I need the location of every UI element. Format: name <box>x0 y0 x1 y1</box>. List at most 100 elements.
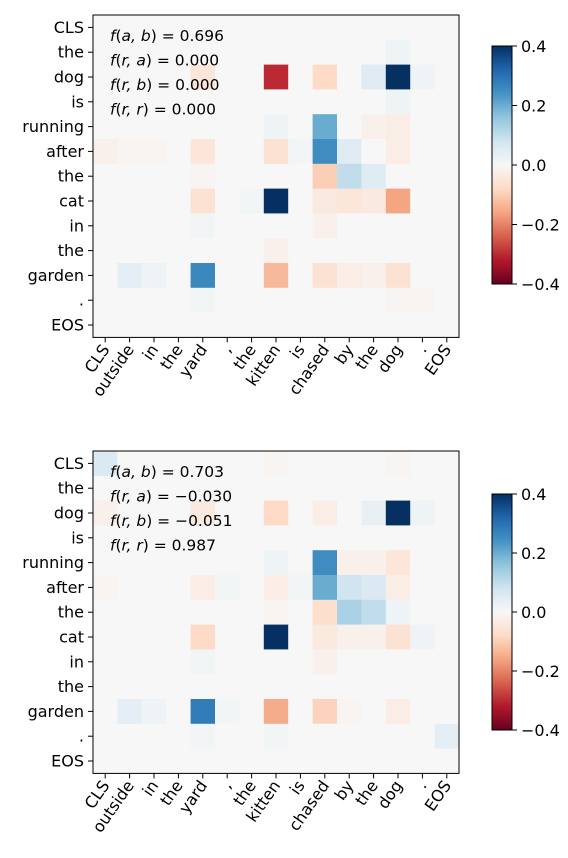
heatmap-cell <box>410 64 435 90</box>
heatmap-cell <box>410 723 435 749</box>
x-tick-label: yard <box>175 777 211 817</box>
heatmap-cell <box>190 723 216 749</box>
heatmap-cell <box>215 550 240 576</box>
heatmap-cell <box>410 238 435 264</box>
heatmap-cell <box>215 213 240 239</box>
heatmap-cell <box>410 575 435 601</box>
heatmap-cell <box>312 575 338 601</box>
y-tick-label: the <box>58 677 84 696</box>
heatmap-cell <box>312 475 338 501</box>
heatmap-cell <box>190 624 216 650</box>
x-tick-label: EOS <box>421 777 455 815</box>
heatmap-cell <box>434 723 460 749</box>
heatmap-cell <box>141 500 167 526</box>
heatmap-cell <box>93 39 118 65</box>
heatmap-cell <box>312 624 338 650</box>
heatmap-cell <box>410 624 435 650</box>
heatmap-cell <box>288 525 313 551</box>
heatmap-cell <box>410 39 435 65</box>
heatmap-cell <box>141 674 167 700</box>
heatmap-cell <box>434 451 460 477</box>
heatmap-cell <box>166 649 191 675</box>
heatmap-cell <box>166 263 191 289</box>
heatmap-cell <box>263 139 289 165</box>
heatmap-cell <box>337 674 362 700</box>
heatmap-cell <box>361 699 387 725</box>
heatmap-cell <box>166 599 191 625</box>
heatmap-cell <box>117 64 143 90</box>
y-tick-label: running <box>22 117 84 136</box>
heatmap-cell <box>166 475 191 501</box>
heatmap-cell <box>410 699 435 725</box>
heatmap-cell <box>263 550 289 576</box>
heatmap-cell <box>239 39 265 65</box>
heatmap-cell <box>410 139 435 165</box>
heatmap-cell <box>166 163 191 189</box>
heatmap-cell <box>288 89 313 115</box>
heatmap-cell <box>190 451 216 477</box>
heatmap-cell <box>337 15 362 41</box>
heatmap-cell <box>215 263 240 289</box>
heatmap-cell <box>93 723 118 749</box>
heatmap-cell <box>166 575 191 601</box>
heatmap-cell <box>434 238 460 264</box>
heatmap-cell <box>361 139 387 165</box>
heatmap-cell <box>215 599 240 625</box>
heatmap-cell <box>361 500 387 526</box>
heatmap-cell <box>312 114 338 140</box>
heatmap-cell <box>190 550 216 576</box>
heatmap-cell <box>410 312 435 338</box>
heatmap-cell <box>141 649 167 675</box>
heatmap-cell <box>385 451 411 477</box>
heatmap-cell <box>117 287 143 313</box>
heatmap-cell <box>93 624 118 650</box>
heatmap-cell <box>263 723 289 749</box>
y-tick-label: the <box>58 241 84 260</box>
heatmap-cell <box>263 263 289 289</box>
x-tick-label: , <box>217 341 235 356</box>
heatmap-cell <box>117 263 143 289</box>
heatmap-cell <box>434 525 460 551</box>
y-tick-label: after <box>46 578 84 597</box>
heatmap-cell <box>434 312 460 338</box>
heatmap-cell <box>288 312 313 338</box>
y-tick-label: running <box>22 553 84 572</box>
heatmap-cell <box>166 748 191 774</box>
heatmap-cell <box>93 550 118 576</box>
heatmap-cell <box>117 550 143 576</box>
heatmap-cell <box>434 699 460 725</box>
heatmap-cell <box>337 188 362 214</box>
heatmap-cell <box>190 114 216 140</box>
heatmap-cell <box>239 525 265 551</box>
heatmap-cell <box>215 287 240 313</box>
heatmap-cell <box>141 15 167 41</box>
heatmap-cell <box>337 748 362 774</box>
colorbar-tick-label: 0.0 <box>521 603 546 622</box>
colorbar-1: 0.4 0.2 0.0 −0.2 −0.4 <box>491 37 560 294</box>
heatmap-cell <box>141 163 167 189</box>
heatmap-cell <box>166 188 191 214</box>
heatmap-cell <box>361 475 387 501</box>
heatmap-cell <box>141 624 167 650</box>
heatmap-cell <box>166 312 191 338</box>
heatmap-cell <box>141 550 167 576</box>
y-tick-label: CLS <box>54 18 84 37</box>
heatmap-cell <box>410 475 435 501</box>
heatmap-cell <box>410 525 435 551</box>
heatmap-cell <box>263 89 289 115</box>
heatmap-cell <box>215 312 240 338</box>
heatmap-cell <box>263 15 289 41</box>
heatmap-cell <box>141 525 167 551</box>
heatmap-cell <box>312 699 338 725</box>
heatmap-cell <box>434 550 460 576</box>
heatmap-cell <box>385 575 411 601</box>
heatmap-cell <box>385 649 411 675</box>
heatmap-cell <box>93 64 118 90</box>
y-tick-label: in <box>69 216 84 235</box>
heatmap-cell <box>312 213 338 239</box>
y-tick-label: is <box>71 528 84 547</box>
heatmap-cell <box>337 238 362 264</box>
colorbar-tick-label: 0.4 <box>521 37 546 56</box>
y-tick-label: CLS <box>54 454 84 473</box>
